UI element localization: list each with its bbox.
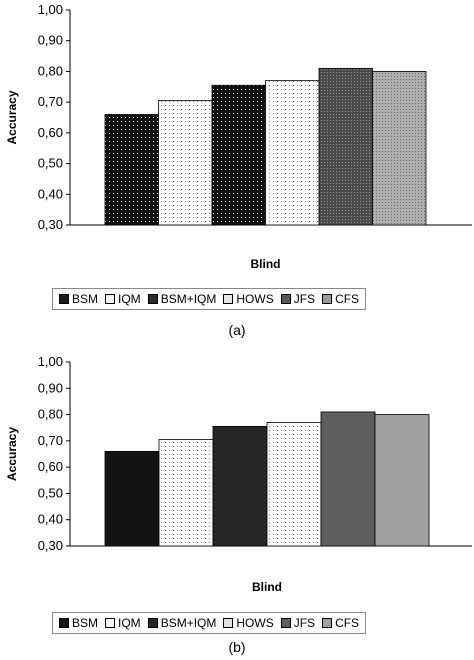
legend-label: IQM bbox=[118, 292, 141, 306]
legend-label: IQM bbox=[118, 616, 141, 630]
legend-item: JFS bbox=[280, 292, 316, 306]
bar-bsm-iqm bbox=[212, 426, 268, 547]
y-tick-label: 0,80 bbox=[38, 63, 63, 78]
y-axis-title: Accuracy bbox=[5, 90, 19, 144]
legend-swatch bbox=[147, 618, 158, 628]
legend-item: BSM bbox=[59, 616, 98, 630]
legend-item: CFS bbox=[322, 292, 359, 306]
legend-item: HOWS bbox=[223, 616, 274, 630]
y-tick-label: 0,70 bbox=[38, 94, 63, 109]
legend-label: BSM+IQM bbox=[160, 616, 217, 630]
legend-item: BSM+IQM bbox=[147, 616, 217, 630]
legend-swatch bbox=[105, 294, 116, 304]
legend-label: HOWS bbox=[236, 292, 274, 306]
legend-swatch bbox=[223, 618, 234, 628]
legend-label: BSM+IQM bbox=[160, 292, 217, 306]
y-tick-label: 0,60 bbox=[38, 125, 63, 140]
legend-item: CFS bbox=[322, 616, 359, 630]
y-axis-title: Accuracy bbox=[5, 427, 19, 481]
bar-jfs bbox=[318, 67, 373, 226]
y-tick-label: 0,60 bbox=[38, 459, 63, 474]
chart-a-legend: BSM IQM BSM+IQM HOWS JFS CFS bbox=[52, 288, 367, 310]
y-tick-label: 0,30 bbox=[38, 217, 63, 232]
bar-iqm bbox=[158, 439, 214, 547]
y-tick-label: 0,80 bbox=[38, 407, 63, 422]
y-tick-label: 0,40 bbox=[38, 186, 63, 201]
bar-hows bbox=[266, 422, 322, 547]
chart-a-plot: 0,30 0,40 0,50 0,60 0,70 0,80 0,90 1,00 Accuracy… bbox=[5, 2, 472, 271]
legend-label: CFS bbox=[335, 292, 360, 306]
legend-swatch bbox=[223, 294, 234, 304]
y-tick-label: 0,50 bbox=[38, 156, 63, 171]
y-tick-label: 0,70 bbox=[38, 433, 63, 448]
legend-swatch bbox=[105, 618, 116, 628]
y-tick-label: 1,00 bbox=[38, 354, 63, 369]
legend-label: JFS bbox=[293, 292, 316, 306]
legend-swatch bbox=[147, 294, 158, 304]
legend-item: IQM bbox=[105, 292, 141, 306]
x-axis-title: Blind bbox=[251, 257, 281, 271]
legend-label: CFS bbox=[335, 616, 360, 630]
bar-hows bbox=[265, 80, 320, 226]
legend-swatch bbox=[280, 294, 291, 304]
y-tick-label: 0,50 bbox=[38, 485, 63, 500]
legend-item: BSM+IQM bbox=[147, 292, 217, 306]
bar-bsm bbox=[104, 450, 160, 547]
legend-swatch bbox=[59, 294, 69, 304]
legend-label: BSM bbox=[72, 292, 99, 306]
legend-swatch bbox=[280, 618, 291, 628]
chart-b-plot: 0,30 0,40 0,50 0,60 0,70 0,80 0,90 1,00 Accuracy… bbox=[5, 354, 472, 594]
legend-item: HOWS bbox=[223, 292, 274, 306]
bar-cfs bbox=[374, 414, 430, 547]
legend-item: BSM bbox=[59, 292, 98, 306]
chart-a-caption: (a) bbox=[228, 322, 246, 338]
bar-bsm-iqm bbox=[211, 84, 266, 226]
y-tick-label: 0,90 bbox=[38, 33, 63, 48]
y-tick-label: 1,00 bbox=[38, 2, 63, 17]
chart-panel-a: 0,30 0,40 0,50 0,60 0,70 0,80 0,90 1,00 Accuracy… bbox=[5, 2, 472, 338]
y-tick-label: 0,30 bbox=[38, 538, 63, 553]
chart-b-legend: BSM IQM BSM+IQM HOWS JFS CFS bbox=[52, 612, 367, 634]
legend-swatch bbox=[322, 618, 333, 628]
legend-label: HOWS bbox=[236, 616, 274, 630]
bar-iqm bbox=[158, 100, 213, 226]
x-axis-title: Blind bbox=[252, 580, 282, 594]
legend-item: IQM bbox=[105, 616, 141, 630]
legend-swatch bbox=[59, 618, 69, 628]
legend-item: JFS bbox=[280, 616, 316, 630]
chart-panel-b: 0,30 0,40 0,50 0,60 0,70 0,80 0,90 1,00 Accuracy… bbox=[0, 345, 474, 660]
y-tick-label: 0,40 bbox=[38, 512, 63, 527]
legend-swatch bbox=[322, 294, 333, 304]
chart-b-caption: (b) bbox=[228, 639, 246, 655]
legend-label: BSM bbox=[72, 616, 99, 630]
y-tick-label: 0,90 bbox=[38, 380, 63, 395]
bar-bsm bbox=[104, 114, 159, 226]
legend-label: JFS bbox=[293, 616, 316, 630]
bar-jfs bbox=[320, 411, 376, 547]
bar-cfs bbox=[372, 71, 427, 226]
